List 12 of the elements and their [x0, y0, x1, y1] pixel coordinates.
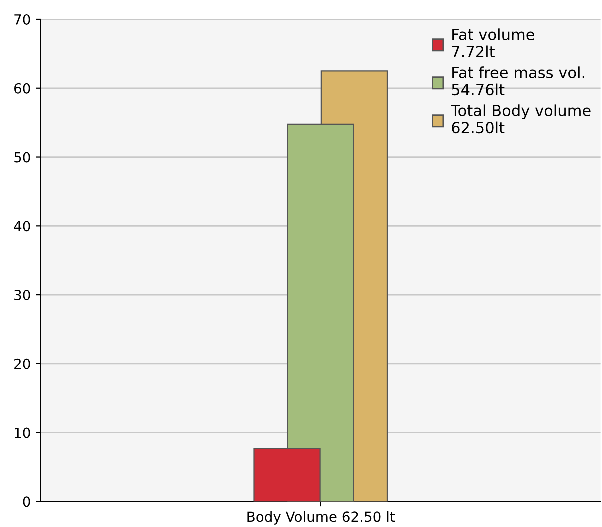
y-tick-label: 60	[14, 83, 30, 94]
y-tick-label: 30	[14, 290, 30, 301]
y-tick-label: 50	[14, 152, 30, 163]
y-tick-label: 0	[23, 496, 30, 508]
legend-label: Fat volume 7.72lt	[452, 28, 534, 58]
y-tick-label: 40	[14, 221, 30, 232]
x-tick-label: Body Volume 62.50 lt	[248, 511, 396, 525]
legend-label: Total Body volume 62.50lt	[451, 104, 591, 134]
y-tick-label: 70	[14, 14, 30, 25]
y-tick-label: 20	[14, 358, 30, 370]
y-tick-label: 10	[15, 428, 30, 438]
legend-label: Fat free mass vol. 54.76lt	[452, 66, 585, 96]
